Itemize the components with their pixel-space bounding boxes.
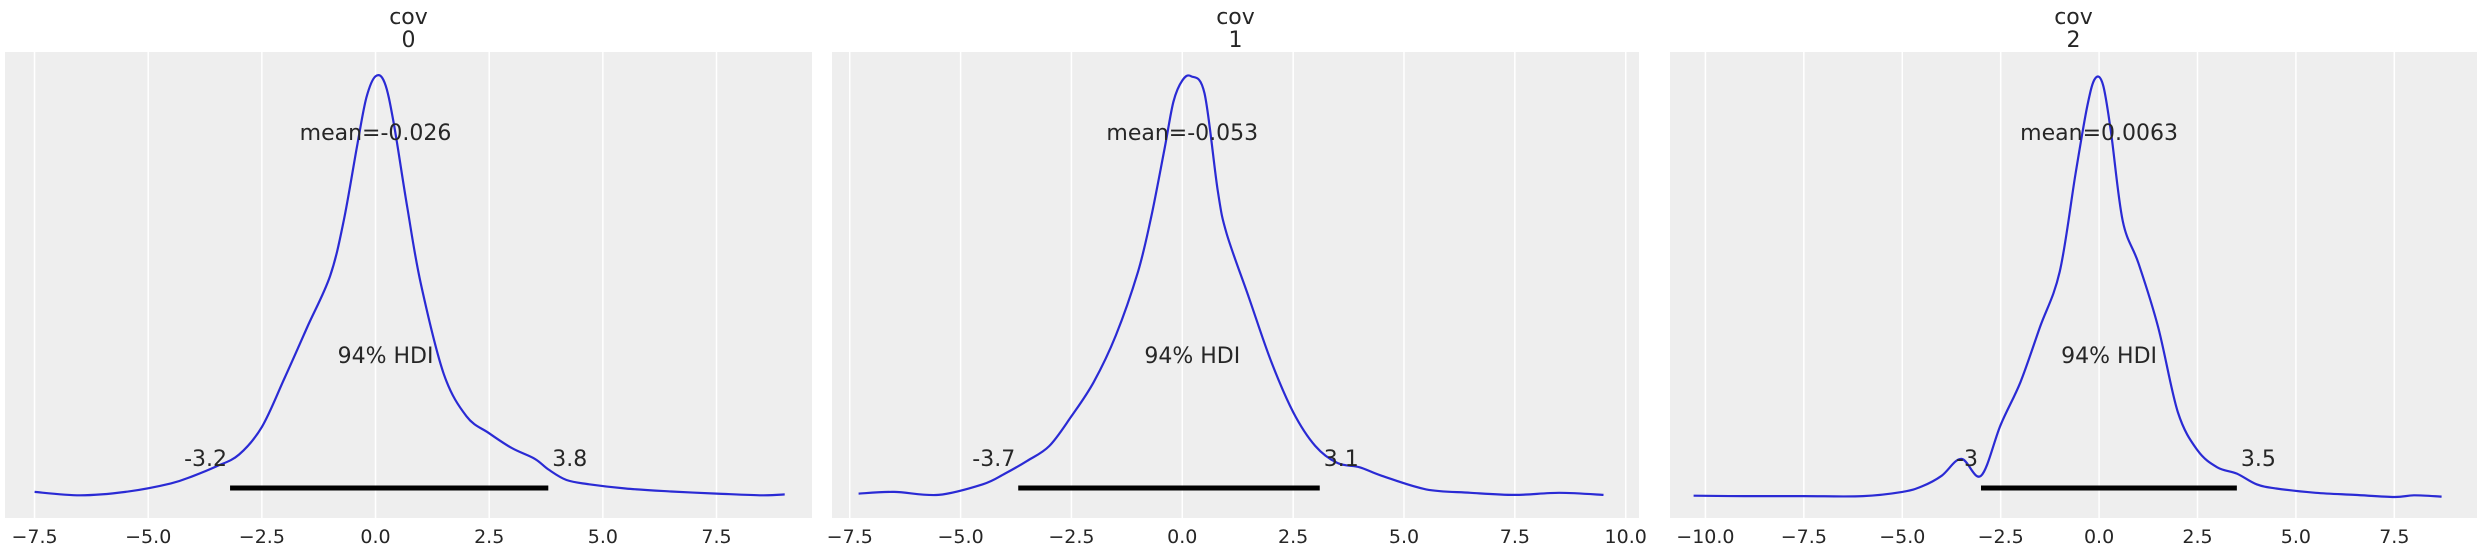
mean-label: mean=-0.053 [1106,121,1258,146]
x-tick-label: 2.5 [2182,526,2212,548]
hdi-upper-label: 3.8 [552,447,587,472]
x-tick-label: −5.0 [938,526,984,548]
hdi-label: 94% HDI [1144,344,1240,369]
chart-subtitle: 0 [402,28,416,53]
x-tick-label: 5.0 [1389,526,1419,548]
x-tick-label: 5.0 [588,526,618,548]
x-tick-label: 10.0 [1605,526,1647,548]
x-tick-label: −2.5 [1048,526,1094,548]
hdi-lower-label: -3 [1956,447,1978,472]
chart-subtitle: 2 [2067,28,2081,53]
x-tick-label: 0.0 [360,526,390,548]
x-tick-label: −2.5 [239,526,285,548]
density-curve [34,74,785,497]
x-tick-label: 5.0 [2281,526,2311,548]
x-tick-label: −7.5 [11,526,57,548]
chart-title: cov [1216,5,1255,30]
density-curve [858,74,1604,497]
chart-subtitle: 1 [1229,28,1243,53]
hdi-label: 94% HDI [2061,344,2157,369]
x-tick-label: −10.0 [1676,526,1734,548]
x-tick-label: −7.5 [1781,526,1827,548]
x-tick-label: 2.5 [474,526,504,548]
x-tick-label: 7.5 [701,526,731,548]
chart-title: cov [2054,5,2093,30]
x-tick-label: −5.0 [125,526,171,548]
density-curve [1693,75,2442,499]
x-tick-label: 0.0 [1167,526,1197,548]
hdi-upper-label: 3.5 [2241,447,2276,472]
x-tick-label: −2.5 [1978,526,2024,548]
hdi-lower-label: -3.7 [972,447,1015,472]
x-tick-label: −7.5 [827,526,873,548]
x-tick-label: 0.0 [2084,526,2114,548]
x-tick-label: 7.5 [1500,526,1530,548]
plot-area [832,52,1639,518]
hdi-lower-label: -3.2 [184,447,227,472]
x-tick-label: 2.5 [1278,526,1308,548]
chart-title: cov [389,5,428,30]
x-tick-label: 7.5 [2379,526,2409,548]
mean-label: mean=-0.026 [300,121,452,146]
mean-label: mean=0.0063 [2020,121,2178,146]
x-tick-label: −5.0 [1879,526,1925,548]
hdi-label: 94% HDI [338,344,434,369]
hdi-upper-label: 3.1 [1324,447,1359,472]
plot-area [5,52,812,518]
